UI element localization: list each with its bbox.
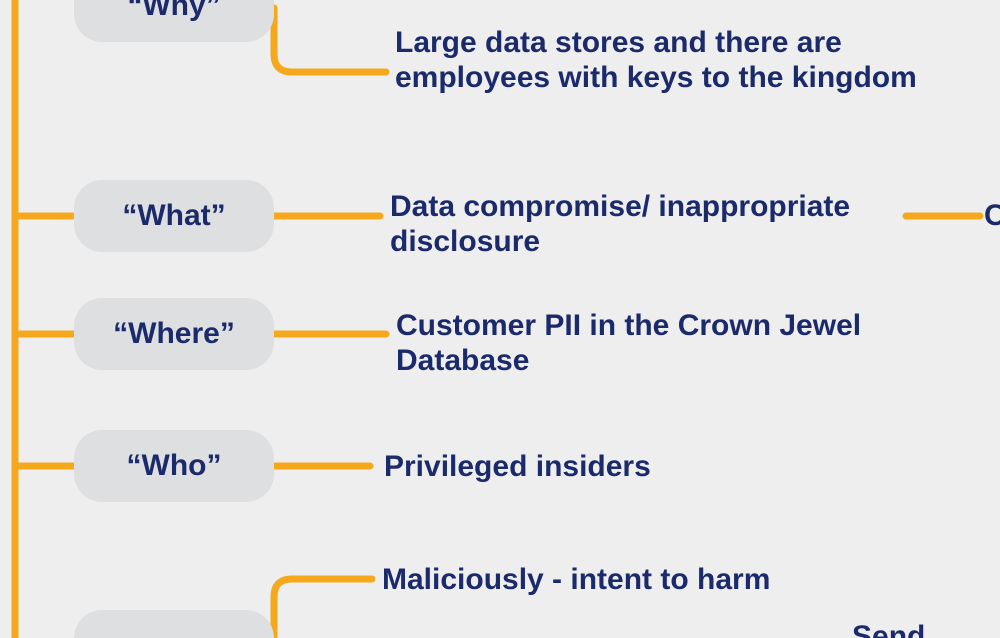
node-pill-who: “Who” [74, 430, 274, 502]
diagram-canvas: “Why” “What” “Where” “Who” Large data st… [0, 0, 1000, 638]
node-label: “Where” [113, 317, 235, 351]
node-desc-who: Privileged insiders [384, 450, 944, 485]
node-pill-how [74, 610, 274, 638]
node-label: “Who” [127, 449, 222, 483]
node-desc-how: Maliciously - intent to harm [382, 563, 942, 598]
node-pill-why: “Why” [74, 0, 274, 42]
node-desc-where: Customer PII in the Crown Jewel Database [396, 309, 941, 378]
right-edge-fragment: C [984, 199, 1000, 233]
node-pill-what: “What” [74, 180, 274, 252]
node-label: “What” [122, 199, 225, 233]
node-desc-what: Data compromise/ inappropriate disclosur… [390, 190, 910, 259]
node-label: “Why” [127, 0, 220, 23]
node-desc-why: Large data stores and there are employee… [395, 26, 955, 95]
node-pill-where: “Where” [74, 298, 274, 370]
bottom-right-edge-fragment: Send [852, 620, 925, 638]
